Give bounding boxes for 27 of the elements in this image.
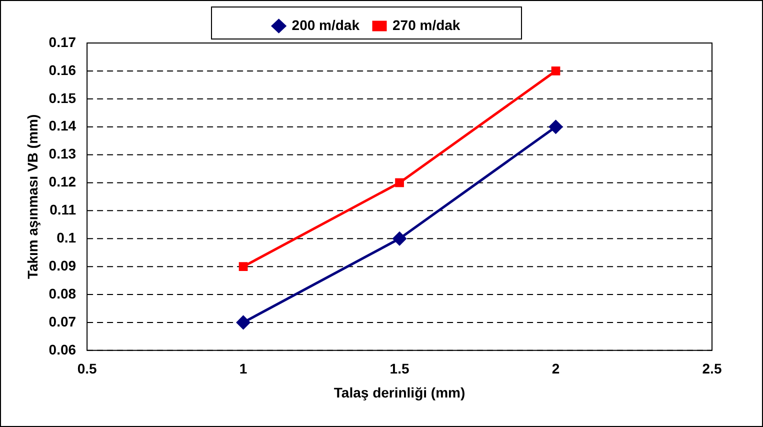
y-tick-label: 0.11 xyxy=(50,202,76,218)
y-tick-label: 0.12 xyxy=(48,174,76,190)
point xyxy=(392,232,406,246)
point xyxy=(395,178,404,188)
y-tick-label: 0.08 xyxy=(48,285,76,302)
y-axis-title: Takım aşınması VB (mm) xyxy=(24,114,40,280)
point xyxy=(236,316,250,330)
x-tick-label: 2.5 xyxy=(702,360,722,377)
legend-label: 270 m/dak xyxy=(392,16,460,33)
x-tick-label: 2 xyxy=(552,360,560,377)
x-tick-label: 1.5 xyxy=(390,360,410,377)
y-tick-label: 0.06 xyxy=(48,341,76,358)
x-tick-label: 1 xyxy=(239,360,248,377)
point xyxy=(549,120,563,134)
x-tick-label: 0.5 xyxy=(77,360,97,377)
y-tick-label: 0.13 xyxy=(48,146,76,162)
y-tick-label: 0.1 xyxy=(56,229,76,246)
y-tick-label: 0.14 xyxy=(48,118,76,134)
point xyxy=(551,66,560,76)
x-axis-title: Talaş derinliği (mm) xyxy=(334,384,466,400)
y-tick-label: 0.16 xyxy=(48,62,76,78)
y-tick-label: 0.15 xyxy=(48,90,76,106)
y-tick-label: 0.17 xyxy=(48,34,76,50)
y-tick-label: 0.09 xyxy=(48,257,76,274)
y-tick-label: 0.07 xyxy=(48,313,76,330)
point xyxy=(238,262,248,271)
legend-label: 200 m/dak xyxy=(292,16,360,33)
